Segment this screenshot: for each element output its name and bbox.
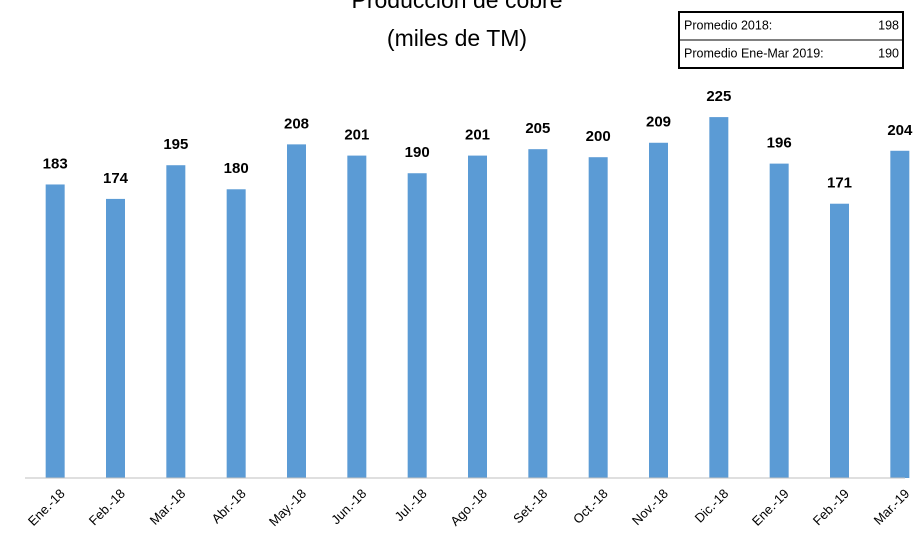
value-label: 209 <box>646 114 671 131</box>
bar <box>226 189 246 478</box>
bar <box>287 144 306 479</box>
bar <box>528 149 548 478</box>
x-tick-label: May.-18 <box>266 486 309 529</box>
bar <box>347 155 367 478</box>
bar <box>45 184 65 478</box>
value-label: 171 <box>827 175 852 192</box>
bar <box>407 173 427 479</box>
x-tick-label: Jul.-18 <box>392 486 430 524</box>
bar <box>769 163 789 478</box>
x-tick-label: Feb.-18 <box>86 486 128 528</box>
bar <box>468 155 487 478</box>
x-tick-label: Ene.-19 <box>749 486 792 529</box>
average-label: Promedio 2018: <box>684 18 772 32</box>
x-tick-label: Feb.-19 <box>810 486 852 528</box>
value-label: 208 <box>284 115 309 132</box>
value-label: 180 <box>224 160 249 177</box>
x-tick-label: Abr.-18 <box>208 486 248 526</box>
bar <box>890 150 910 478</box>
bar <box>166 165 186 478</box>
x-tick-label: Set.-18 <box>510 486 550 526</box>
value-label: 196 <box>767 135 792 152</box>
x-tick-label: Oct.-18 <box>570 486 611 527</box>
chart-title: Producción de cobre <box>352 0 563 13</box>
bar <box>588 157 608 478</box>
x-tick-label: Mar.-18 <box>147 486 189 528</box>
x-tick-label: Ene.-18 <box>25 486 68 529</box>
value-label: 201 <box>344 127 369 144</box>
value-label: 225 <box>706 88 731 105</box>
value-label: 200 <box>586 128 611 145</box>
value-label: 195 <box>163 136 188 153</box>
value-label: 204 <box>887 122 913 139</box>
x-tick-label: Mar.-19 <box>871 486 913 528</box>
value-label: 190 <box>405 144 430 161</box>
value-label: 205 <box>525 120 550 137</box>
average-value: 198 <box>878 18 899 32</box>
value-label: 183 <box>43 155 68 172</box>
bar <box>106 198 125 479</box>
x-tick-label: Jun.-18 <box>328 486 369 527</box>
bar <box>830 203 849 478</box>
value-label: 174 <box>103 170 129 187</box>
average-value: 190 <box>878 46 899 60</box>
value-label: 201 <box>465 127 490 144</box>
chart-subtitle: (miles de TM) <box>387 25 527 51</box>
x-tick-label: Nov.-18 <box>629 486 671 528</box>
x-tick-label: Dic.-18 <box>692 486 732 526</box>
bar <box>649 142 668 478</box>
average-label: Promedio Ene-Mar 2019: <box>684 46 824 60</box>
x-tick-label: Ago.-18 <box>447 486 490 529</box>
bar <box>709 117 729 478</box>
